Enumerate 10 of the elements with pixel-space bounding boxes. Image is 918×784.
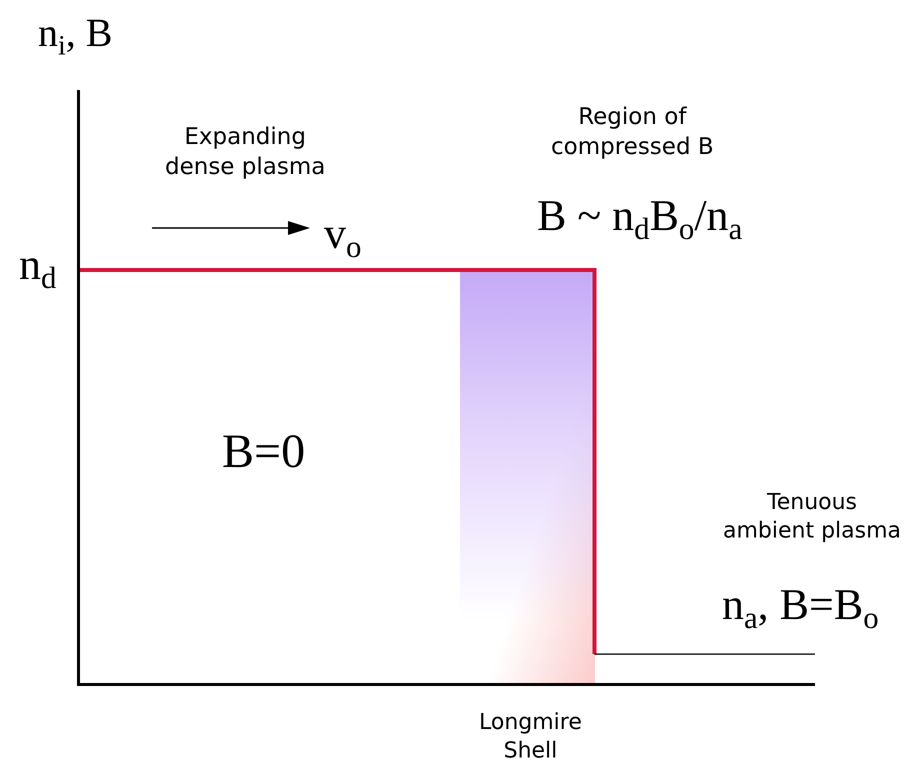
text: n$_{d}$ (19, 240, 57, 296)
annotation: n$_{a}$, B=B$_{o}$ (722, 580, 879, 636)
text: B ~ n$_{d}$B$_{o}$/n$_{a}$ (537, 191, 743, 246)
text: Region of compressed B (551, 104, 714, 160)
text: v$_{o}$ (324, 209, 362, 264)
text: Expanding dense plasma (165, 124, 326, 180)
text: Longmire Shell (479, 710, 582, 764)
text: n$_{i}$, B (38, 10, 112, 62)
annotation: Tenuous ambient plasma (723, 490, 902, 544)
annotation: B=0 (222, 425, 306, 478)
